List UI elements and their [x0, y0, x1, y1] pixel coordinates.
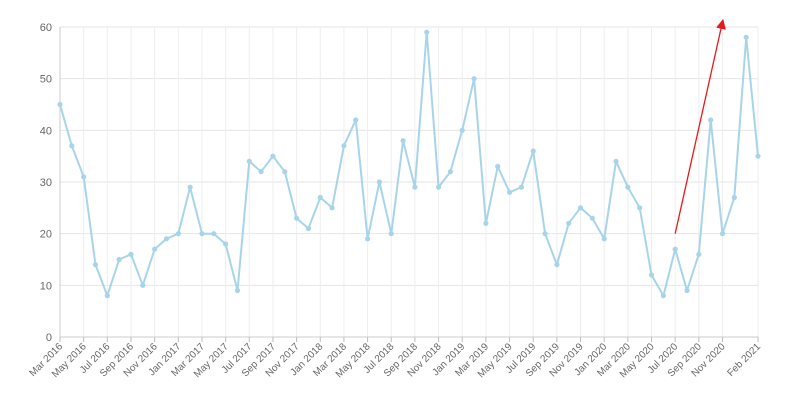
annotation-arrow — [674, 18, 726, 234]
data-point — [755, 153, 761, 159]
data-point — [246, 158, 252, 164]
data-point — [116, 256, 122, 263]
annotations — [674, 18, 726, 234]
data-point — [258, 169, 264, 175]
data-point — [506, 189, 513, 195]
data-point — [317, 194, 323, 201]
data-point — [81, 174, 87, 180]
data-point — [92, 262, 99, 268]
data-point — [625, 184, 631, 190]
data-point — [187, 184, 193, 190]
data-point — [211, 231, 217, 237]
data-point — [364, 236, 371, 242]
data-point — [234, 287, 241, 294]
data-point — [329, 205, 335, 211]
data-point — [305, 225, 312, 232]
data-point — [542, 231, 548, 237]
data-point — [743, 34, 749, 40]
data-point — [648, 272, 655, 278]
data-point — [731, 194, 737, 201]
data-point — [566, 220, 572, 226]
data-point — [483, 220, 489, 226]
data-point — [282, 169, 288, 175]
data-point — [684, 287, 690, 294]
data-point — [341, 143, 347, 149]
data-point — [672, 246, 678, 252]
data-point — [530, 148, 536, 154]
data-point — [199, 231, 205, 237]
data-point — [140, 282, 146, 288]
data-point — [412, 184, 418, 190]
y-tick-label: 50 — [40, 74, 52, 86]
data-point — [447, 169, 454, 175]
data-point — [424, 29, 430, 35]
data-point — [152, 246, 158, 252]
x-tick-label: Feb 2021 — [725, 341, 763, 379]
data-point — [613, 158, 619, 164]
data-series — [57, 29, 761, 299]
y-tick-label: 10 — [40, 280, 52, 292]
data-point — [696, 251, 702, 257]
data-point — [175, 231, 181, 237]
data-point — [471, 76, 477, 82]
data-point — [388, 231, 394, 237]
data-point — [660, 293, 666, 299]
y-tick-label: 30 — [40, 177, 52, 189]
data-point — [637, 205, 643, 211]
data-point — [104, 293, 110, 299]
data-point — [376, 179, 383, 185]
data-point — [270, 153, 276, 159]
data-point — [69, 143, 75, 149]
data-point — [163, 236, 170, 242]
data-point — [495, 163, 501, 170]
data-point — [518, 184, 524, 190]
data-point — [708, 117, 714, 123]
y-tick-label: 40 — [40, 125, 52, 137]
data-point — [719, 231, 726, 237]
data-point — [601, 236, 607, 242]
y-axis: 0 10 20 30 40 50 60 — [40, 22, 61, 344]
data-point — [128, 251, 134, 257]
data-point — [400, 138, 406, 144]
y-tick-label: 20 — [40, 229, 52, 241]
data-point — [57, 101, 63, 108]
data-point — [554, 262, 560, 268]
data-point — [294, 215, 300, 221]
data-point — [459, 127, 465, 133]
y-tick-label: 60 — [40, 22, 52, 34]
data-point — [589, 215, 595, 221]
data-point — [577, 205, 584, 211]
data-point — [353, 117, 359, 123]
y-tick-label: 0 — [46, 332, 52, 344]
data-point — [223, 241, 229, 247]
data-point — [435, 184, 442, 190]
